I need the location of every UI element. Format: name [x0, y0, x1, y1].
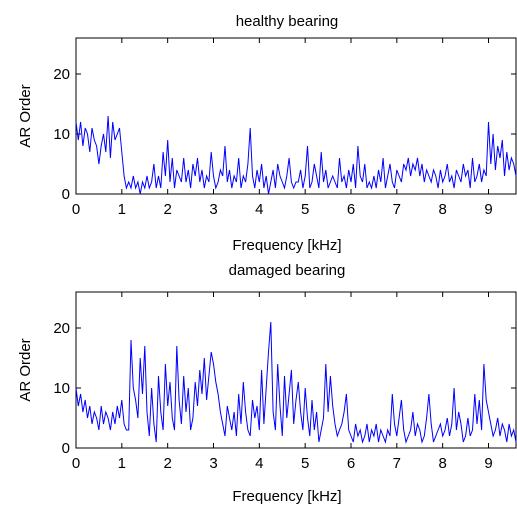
x-tick-label: 3 [209, 201, 217, 218]
chart-title: damaged bearing [229, 262, 346, 279]
axis-ticks: 0 1 2 3 4 5 6 7 8 9 0 10 20 [53, 38, 516, 218]
y-axis-label: AR Order [17, 338, 34, 401]
x-tick-label: 9 [484, 201, 492, 218]
y-tick-label: 20 [53, 66, 70, 83]
plot-frame [75, 291, 517, 449]
x-tick-label: 2 [163, 455, 171, 472]
series-line [75, 321, 517, 444]
x-tick-label: 9 [484, 455, 492, 472]
x-tick-label: 8 [438, 455, 446, 472]
x-axis-label: Frequency [kHz] [232, 488, 341, 505]
y-tick-label: 0 [62, 186, 70, 203]
chart-title: healthy bearing [236, 13, 339, 30]
x-tick-label: 5 [301, 201, 309, 218]
chart-panel-damaged: damaged bearing 0 1 2 3 4 5 6 7 8 9 0 10 20 Frequenc… [17, 262, 517, 505]
x-tick-label: 0 [72, 201, 80, 218]
y-tick-label: 0 [62, 440, 70, 457]
chart-panel-healthy: healthy bearing 0 1 2 3 4 5 6 7 8 9 0 10 20 Frequenc… [17, 13, 517, 254]
x-tick-label: 4 [255, 455, 263, 472]
y-axis-label: AR Order [17, 84, 34, 147]
x-tick-label: 3 [209, 455, 217, 472]
y-tick-label: 10 [53, 126, 70, 143]
x-tick-label: 8 [438, 201, 446, 218]
x-tick-label: 6 [347, 201, 355, 218]
plot-frame [75, 37, 517, 195]
y-tick-label: 20 [53, 320, 70, 337]
x-axis-label: Frequency [kHz] [232, 237, 341, 254]
x-tick-label: 1 [118, 201, 126, 218]
x-tick-label: 7 [393, 201, 401, 218]
series-line [75, 115, 517, 195]
y-tick-label: 10 [53, 380, 70, 397]
x-tick-label: 2 [163, 201, 171, 218]
x-tick-label: 6 [347, 455, 355, 472]
axis-ticks: 0 1 2 3 4 5 6 7 8 9 0 10 20 [53, 292, 516, 472]
x-tick-label: 1 [118, 455, 126, 472]
x-tick-label: 0 [72, 455, 80, 472]
x-tick-label: 4 [255, 201, 263, 218]
x-tick-label: 7 [393, 455, 401, 472]
x-tick-label: 5 [301, 455, 309, 472]
